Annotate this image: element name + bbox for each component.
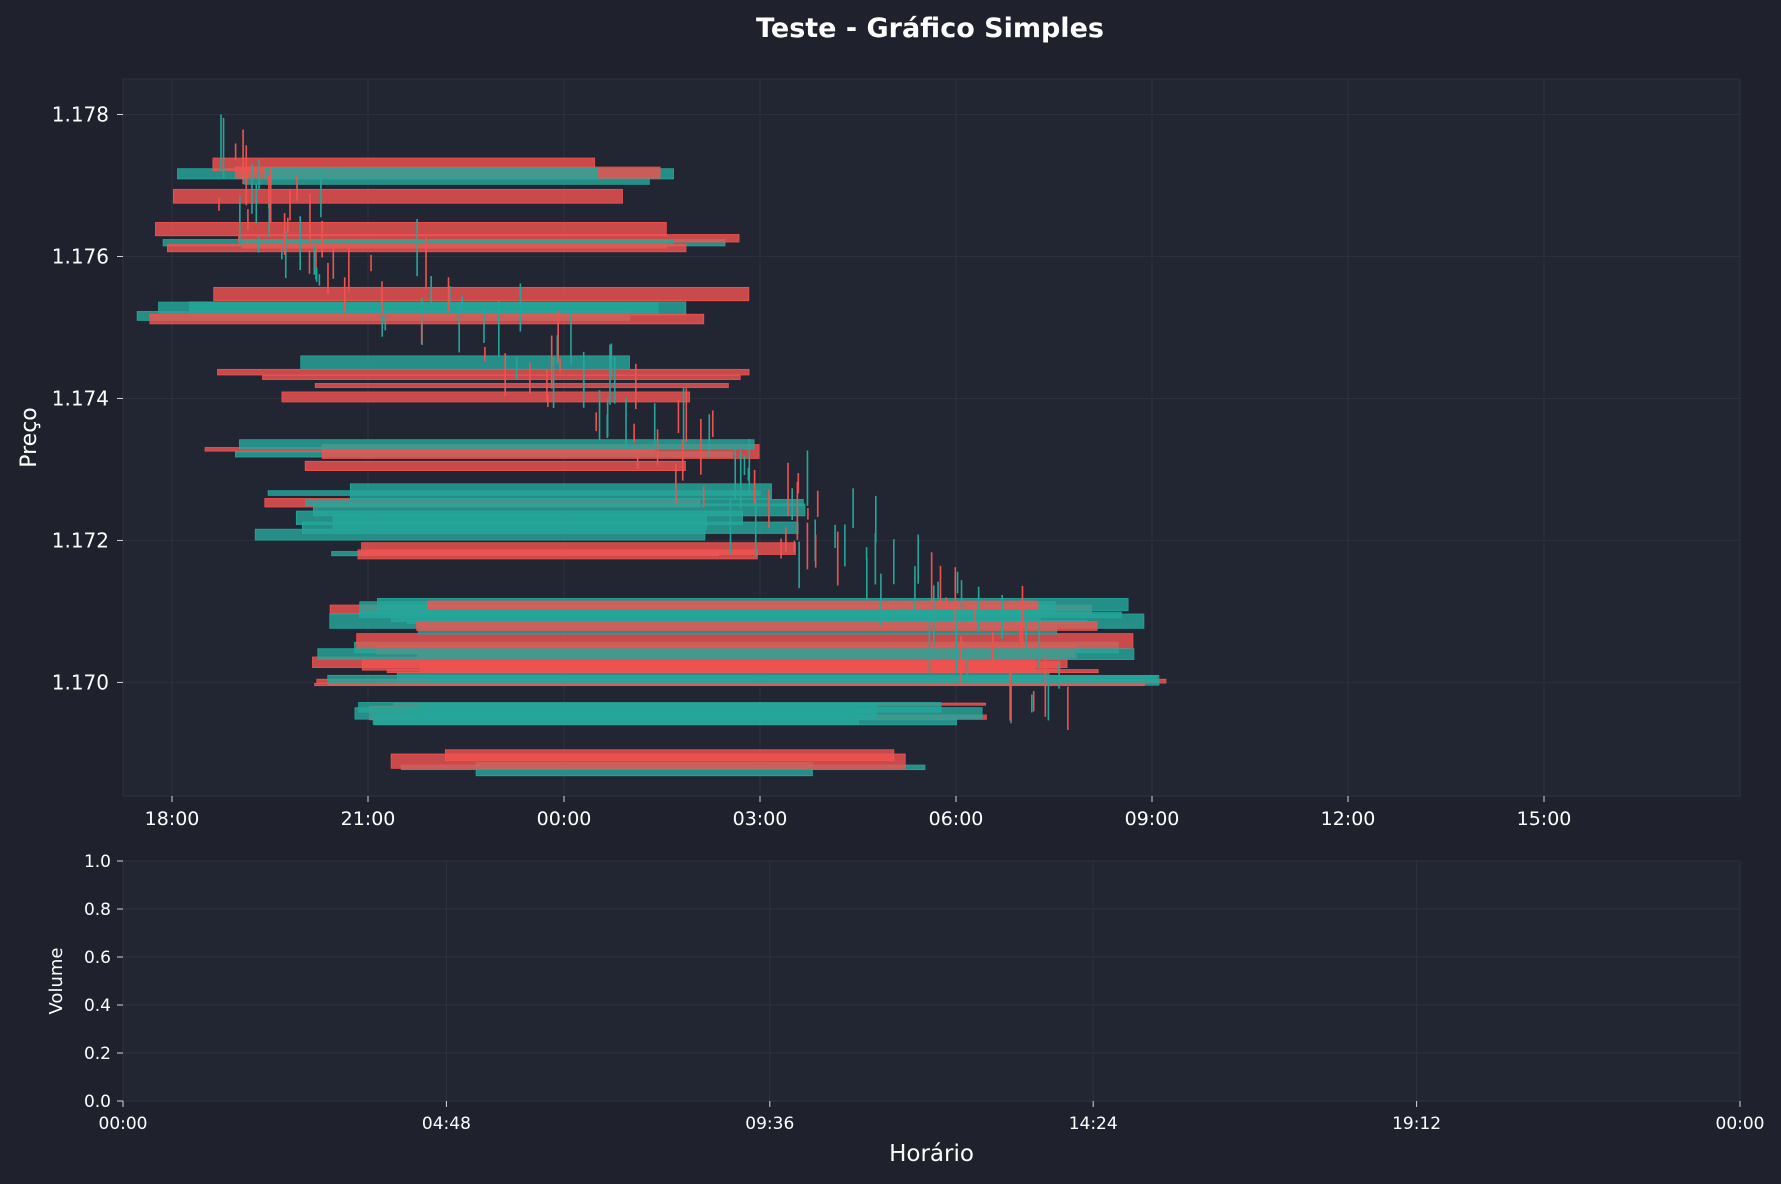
price-y-tick-label: 1.170 <box>52 670 109 694</box>
candle-body <box>149 313 705 325</box>
volume-x-tick-label: 14:24 <box>1069 1114 1118 1134</box>
candle-body <box>239 439 755 450</box>
price-y-axis-label: Preço <box>17 407 42 468</box>
candle-body <box>390 753 906 769</box>
candle-body <box>172 188 623 204</box>
volume-y-tick-label: 0.6 <box>84 948 111 968</box>
volume-y-tick-label: 0.8 <box>84 900 111 920</box>
volume-y-tick-label: 0.0 <box>84 1092 111 1112</box>
volume-x-tick-label: 04:48 <box>422 1114 471 1134</box>
volume-plot-area <box>122 860 1741 1102</box>
price-y-tick-label: 1.172 <box>52 528 109 552</box>
price-plot-area <box>122 78 1741 797</box>
candle-body <box>213 286 750 302</box>
price-candles <box>136 114 1167 777</box>
price-y-tick-label: 1.176 <box>52 244 109 268</box>
candle-body <box>312 503 806 517</box>
price-x-tick-label: 06:00 <box>929 808 984 830</box>
volume-x-tick-label: 19:12 <box>1392 1114 1441 1134</box>
price-x-tick-label: 18:00 <box>145 808 200 830</box>
candle-body <box>217 368 750 376</box>
volume-x-tick-label: 09:36 <box>745 1114 794 1134</box>
candle-body <box>264 168 598 180</box>
volume-x-tick-label: 00:00 <box>1716 1114 1765 1134</box>
price-x-tick-label: 03:00 <box>733 808 788 830</box>
candle-body <box>429 675 1157 682</box>
candle-body <box>372 713 859 725</box>
volume-panel: 0.0 0.2 0.4 0.6 0.8 1.0 00:00 04:48 09:36 14:24 19… <box>46 852 1765 1167</box>
price-axes: 18:00 21:00 00:00 03:00 06:00 09:00 12:00 15:00… <box>52 102 1572 830</box>
candle-body <box>262 375 741 380</box>
volume-y-tick-label: 1.0 <box>84 852 111 872</box>
candle-body <box>314 683 1145 687</box>
candle-body <box>158 301 659 314</box>
volume-y-axis-label: Volume <box>46 948 67 1015</box>
price-x-tick-label: 15:00 <box>1517 808 1572 830</box>
candle-body <box>267 490 761 496</box>
candle-body <box>304 460 686 472</box>
price-x-tick-label: 12:00 <box>1321 808 1376 830</box>
volume-x-tick-label: 00:00 <box>99 1114 148 1134</box>
volume-x-axis-label: Horário <box>889 1141 974 1167</box>
candle-body <box>281 391 691 403</box>
volume-grid <box>122 860 1741 1102</box>
price-x-tick-label: 09:00 <box>1125 808 1180 830</box>
chart-title: Teste - Gráfico Simples <box>756 13 1104 44</box>
candle-body <box>314 383 729 388</box>
candle-body <box>416 621 1098 631</box>
candle-body <box>300 355 630 370</box>
price-x-tick-label: 21:00 <box>341 808 396 830</box>
price-panel: 18:00 21:00 00:00 03:00 06:00 09:00 12:00 15:00… <box>17 78 1741 830</box>
candle-body <box>317 648 1135 660</box>
price-x-tick-label: 00:00 <box>537 808 592 830</box>
candle-body <box>427 600 1039 610</box>
volume-y-tick-label: 0.2 <box>84 1044 111 1064</box>
candle-body <box>155 222 667 237</box>
price-y-tick-label: 1.174 <box>52 386 109 410</box>
candle-body <box>358 611 1122 619</box>
candle-body <box>406 708 871 714</box>
candle-body <box>332 514 707 531</box>
candle-body <box>419 661 1061 672</box>
price-y-tick-label: 1.178 <box>52 102 109 126</box>
volume-y-tick-label: 0.4 <box>84 996 111 1016</box>
candle-body <box>357 549 758 560</box>
volume-axes: 0.0 0.2 0.4 0.6 0.8 1.0 00:00 04:48 09:36 14:24 19… <box>84 852 1765 1134</box>
